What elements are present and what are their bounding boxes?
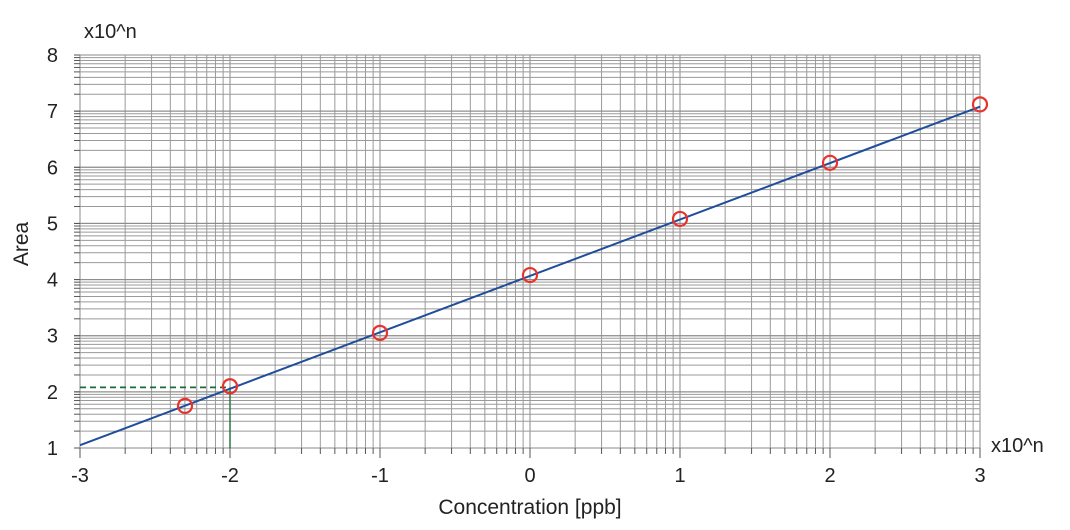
y-tick-label: 5 xyxy=(47,213,58,235)
x-tick-label: -2 xyxy=(221,465,239,487)
data-point xyxy=(371,324,389,342)
x-tick-label: 0 xyxy=(524,465,535,487)
data-point xyxy=(821,154,839,171)
data-point xyxy=(971,96,989,113)
data-point xyxy=(521,266,539,284)
data-point xyxy=(221,378,239,395)
y-tick-label: 2 xyxy=(47,382,58,404)
x-tick-label: 2 xyxy=(824,465,835,487)
y-tick-label: 1 xyxy=(47,438,58,460)
y-axis-title: Area xyxy=(10,222,33,267)
y-tick-label: 7 xyxy=(47,101,58,123)
y-tick-label: 8 xyxy=(47,45,58,67)
y-tick-label: 6 xyxy=(47,157,58,179)
reference-lines xyxy=(80,386,231,448)
data-point xyxy=(176,397,194,414)
minor-ticks xyxy=(74,54,981,458)
x-tick-label: 1 xyxy=(674,465,685,487)
y-tick-labels: 1 2 3 4 5 6 7 8 xyxy=(47,45,58,460)
y-tick-label: 4 xyxy=(47,270,58,292)
data-points xyxy=(176,96,989,414)
x-tick-label: -1 xyxy=(371,465,389,487)
data-point xyxy=(671,210,689,228)
fit-line-layer xyxy=(79,105,981,447)
x-axis-title: Concentration [ppb] xyxy=(438,496,621,519)
x-tick-label: 3 xyxy=(974,465,985,487)
y-tick-label: 3 xyxy=(47,326,58,348)
x-tick-labels: -3 -2 -1 0 1 2 3 xyxy=(71,465,985,487)
y-scale-label: x10^n xyxy=(84,21,137,43)
x-tick-label: -3 xyxy=(71,465,89,487)
x-scale-label: x10^n xyxy=(991,435,1044,457)
grid xyxy=(79,54,981,449)
fit-line xyxy=(79,105,981,447)
